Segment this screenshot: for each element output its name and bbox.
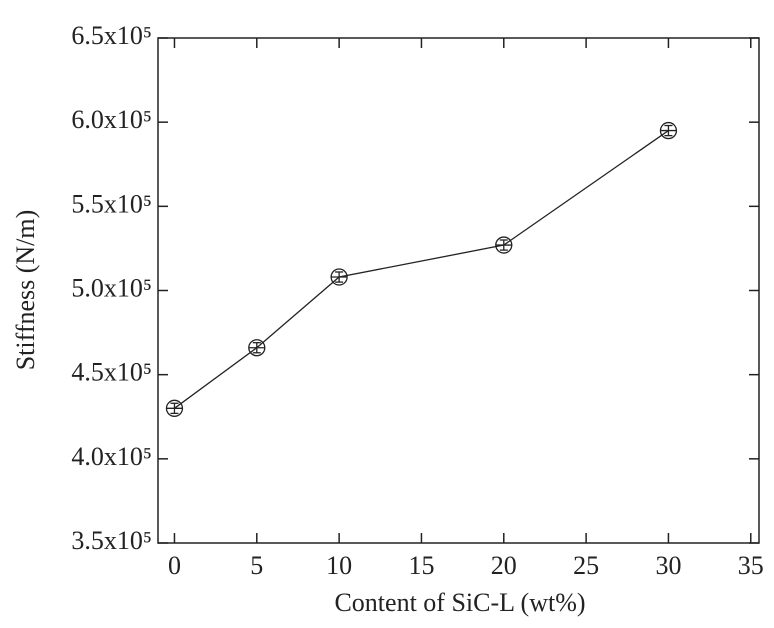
page: Content of SiC-L (wt%) Stiffness (N/m) 0… (0, 0, 774, 628)
x-tick-label: 35 (738, 551, 764, 580)
y-tick-label: 6.0x10⁵ (71, 105, 152, 134)
y-tick-label: 4.0x10⁵ (71, 442, 152, 471)
y-tick-label: 4.5x10⁵ (71, 358, 152, 387)
y-axis-label: Stiffness (N/m) (11, 210, 40, 371)
series-line (174, 131, 668, 409)
x-tick-label: 5 (250, 551, 263, 580)
y-tick-label: 3.5x10⁵ (71, 526, 152, 555)
x-tick-label: 15 (408, 551, 434, 580)
y-tick-label: 5.5x10⁵ (71, 189, 152, 218)
x-tick-label: 10 (326, 551, 352, 580)
x-tick-label: 20 (491, 551, 517, 580)
x-tick-label: 25 (573, 551, 599, 580)
chart: Content of SiC-L (wt%) Stiffness (N/m) 0… (0, 0, 774, 628)
y-tick-label: 5.0x10⁵ (71, 273, 152, 302)
x-axis-label: Content of SiC-L (wt%) (334, 588, 585, 617)
x-tick-label: 30 (655, 551, 681, 580)
y-tick-label: 6.5x10⁵ (71, 21, 152, 50)
plot-frame (158, 38, 759, 543)
x-tick-label: 0 (168, 551, 181, 580)
